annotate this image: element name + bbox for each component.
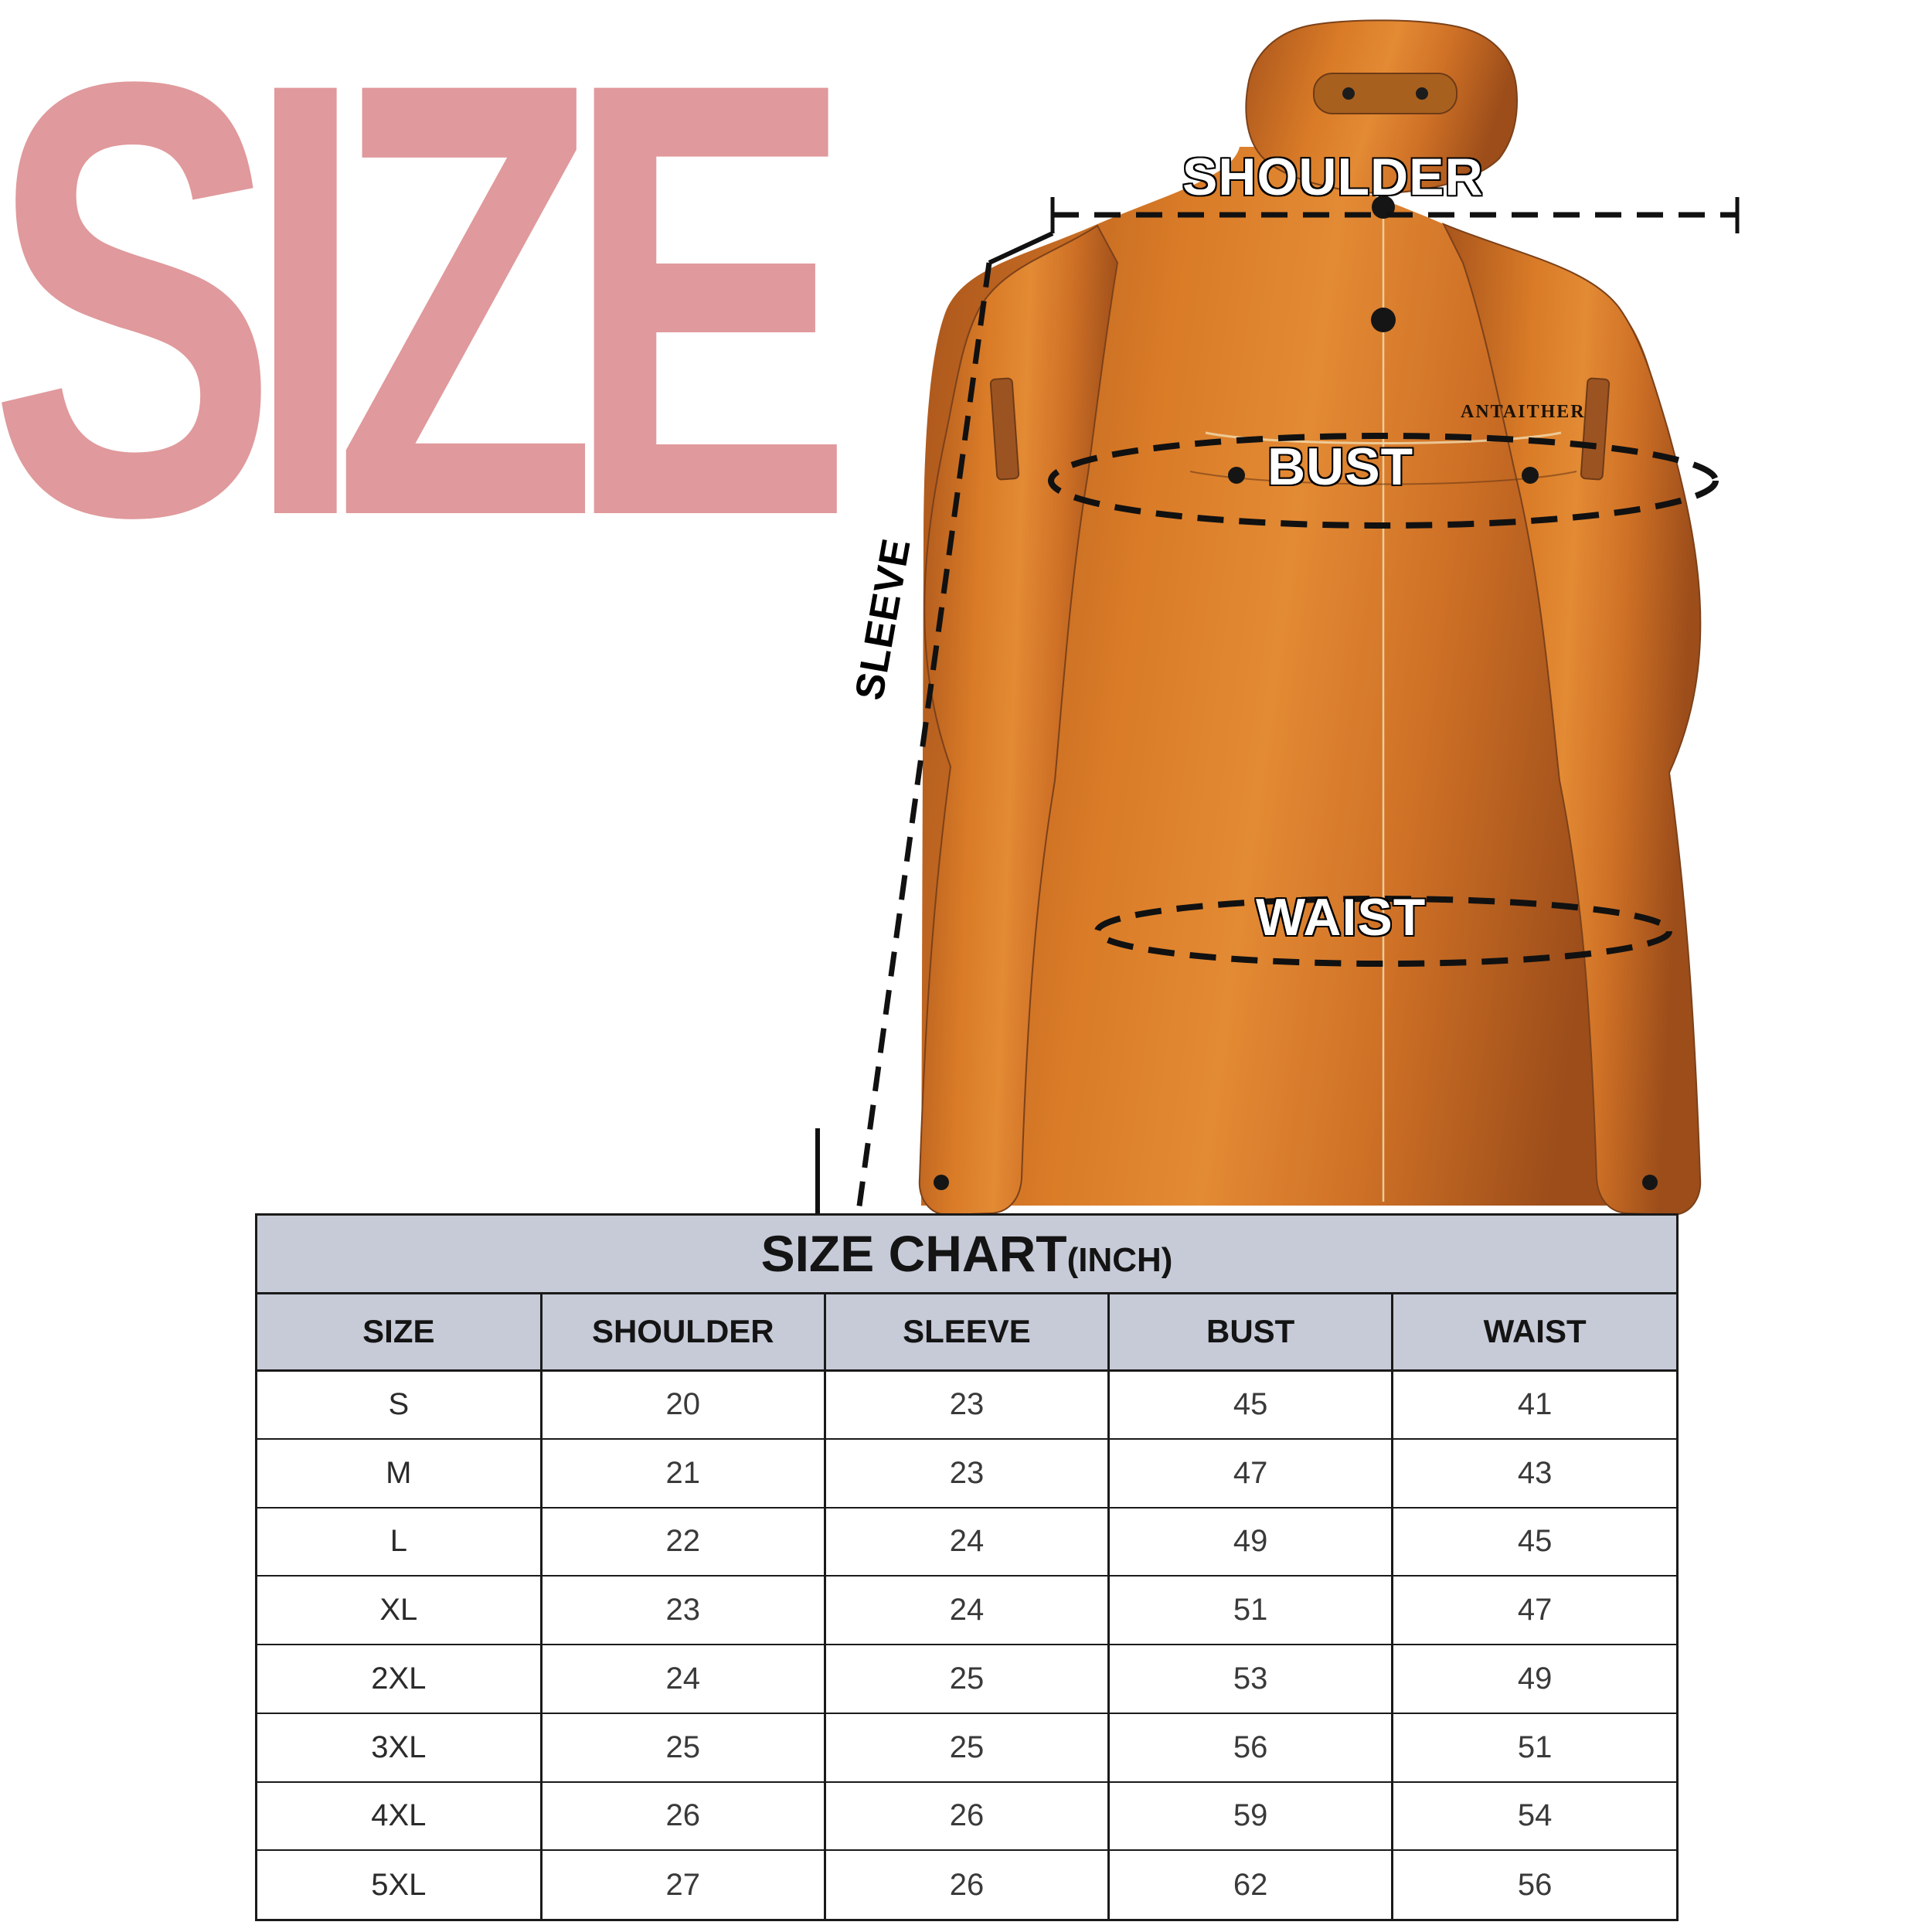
svg-text:ANTAITHER: ANTAITHER (1461, 402, 1586, 422)
